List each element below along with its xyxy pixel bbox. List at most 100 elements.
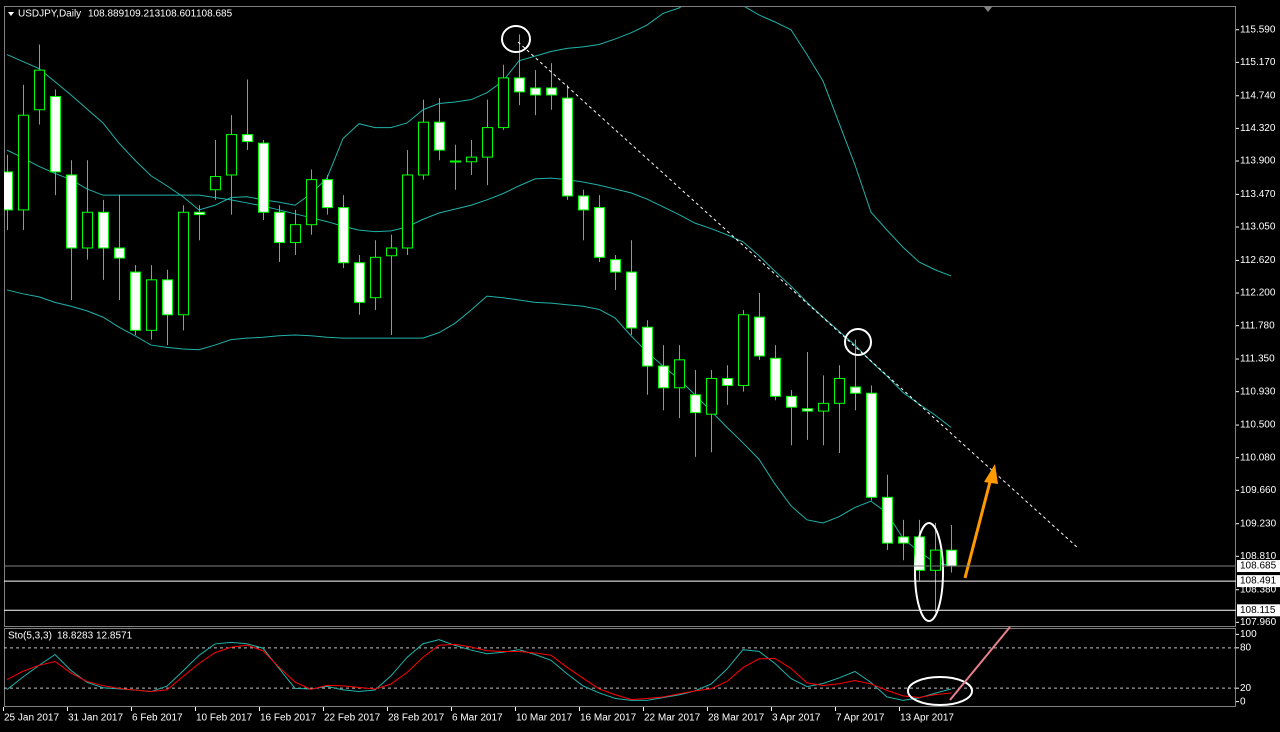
candle-body [690, 394, 701, 414]
candle-body [434, 121, 445, 151]
y-tick-label: 111.350 [1240, 354, 1275, 365]
candle-body [834, 377, 845, 404]
x-tick-label: 28 Mar 2017 [708, 713, 765, 724]
price-label-box [1237, 575, 1280, 588]
y-tick-label: 109.230 [1240, 518, 1277, 529]
price-label: 108.115 [1240, 605, 1276, 616]
y-tick-label: 115.590 [1240, 24, 1276, 35]
highlight-ellipse [907, 676, 973, 706]
current-price-label: 108.685 [1240, 561, 1277, 572]
candle-body [370, 256, 381, 299]
candle-body [450, 160, 461, 163]
annotations [501, 7, 1079, 706]
candle-body [306, 179, 317, 226]
y-tick-label: 20 [1240, 683, 1252, 694]
candle-body [610, 259, 621, 273]
highlight-circle [844, 328, 872, 356]
y-tick-label: 80 [1240, 642, 1252, 653]
pointer-line [949, 626, 1011, 701]
candle-body [530, 87, 541, 96]
y-tick-label: 108.380 [1240, 584, 1277, 595]
candle-body [258, 142, 269, 213]
candle-body [674, 359, 685, 389]
stoch-panel-frame [4, 628, 1236, 707]
y-tick-label: 113.050 [1240, 222, 1276, 233]
x-tick-label: 22 Feb 2017 [324, 713, 381, 724]
candle-body [242, 134, 253, 143]
candle-body [946, 549, 957, 567]
y-tick-label: 115.170 [1240, 57, 1276, 68]
candle-body [386, 247, 397, 257]
candle-body [146, 279, 157, 331]
price-label: 108.491 [1240, 576, 1277, 587]
indicator-signal-value: 12.8571 [96, 631, 133, 642]
header-open: 108.889 [88, 9, 125, 20]
y-tick-label: 0 [1240, 696, 1246, 707]
candle-body [498, 77, 509, 129]
y-tick-label: 110.930 [1240, 386, 1276, 397]
candle-body [322, 179, 333, 209]
candle-body [706, 377, 717, 415]
y-tick-label: 107.960 [1240, 617, 1277, 628]
candle-body [466, 156, 477, 163]
candle-body [482, 127, 493, 158]
x-tick-label: 22 Mar 2017 [644, 713, 701, 724]
y-tick-label: 113.900 [1240, 156, 1276, 167]
y-tick-label: 112.620 [1240, 255, 1276, 266]
x-tick-label: 25 Jan 2017 [4, 713, 59, 724]
x-tick-label: 28 Feb 2017 [388, 713, 445, 724]
candle-body [770, 357, 781, 397]
candle-body [274, 211, 285, 244]
candle-body [162, 279, 173, 316]
candle-body [418, 121, 429, 176]
candle-body [98, 211, 109, 249]
bollinger-band [6, 7, 952, 277]
candle-body [818, 402, 829, 412]
candle-body [594, 207, 605, 258]
arrow-head [984, 464, 998, 484]
y-tick-label: 112.200 [1240, 288, 1276, 299]
x-tick-label: 16 Feb 2017 [260, 713, 317, 724]
x-tick-label: 16 Mar 2017 [580, 713, 637, 724]
indicator-line [6, 639, 952, 701]
chart-title: USDJPY,Daily [18, 9, 81, 20]
indicator-title: Sto(5,3,3) [8, 631, 52, 642]
candle-body [210, 176, 221, 191]
candle-body [866, 392, 877, 498]
price-label-box [1237, 604, 1280, 617]
main-plot [4, 7, 957, 613]
candle-body [66, 174, 77, 249]
candle-body [642, 326, 653, 367]
shift-marker [984, 7, 992, 12]
bollinger-band [6, 149, 952, 428]
x-tick-label: 7 Apr 2017 [836, 713, 885, 724]
candle-body [354, 262, 365, 303]
highlight-ellipse [914, 522, 944, 622]
candle-body [114, 247, 125, 259]
candle-body [802, 408, 813, 412]
candle-body [722, 377, 733, 386]
y-tick-label: 113.470 [1240, 189, 1276, 200]
candle-body [930, 549, 941, 571]
y-tick-label: 108.810 [1240, 551, 1277, 562]
arrow-shaft [963, 477, 993, 579]
candle-body [546, 87, 557, 96]
candle-body [82, 211, 93, 249]
candle-body [402, 174, 413, 249]
y-tick-label: 111.780 [1240, 320, 1275, 331]
price-label-box [1237, 560, 1280, 573]
candle-body [226, 134, 237, 176]
candle-body [34, 69, 45, 111]
header-low: 108.601 [160, 9, 197, 20]
candle-body [18, 114, 29, 211]
stoch-plot [4, 639, 1236, 701]
bollinger-band [6, 289, 952, 567]
highlight-circle [501, 25, 531, 53]
candle-body [50, 96, 61, 173]
candle-body [850, 386, 861, 394]
candle-body [898, 536, 909, 544]
y-tick-label: 114.740 [1240, 90, 1276, 101]
